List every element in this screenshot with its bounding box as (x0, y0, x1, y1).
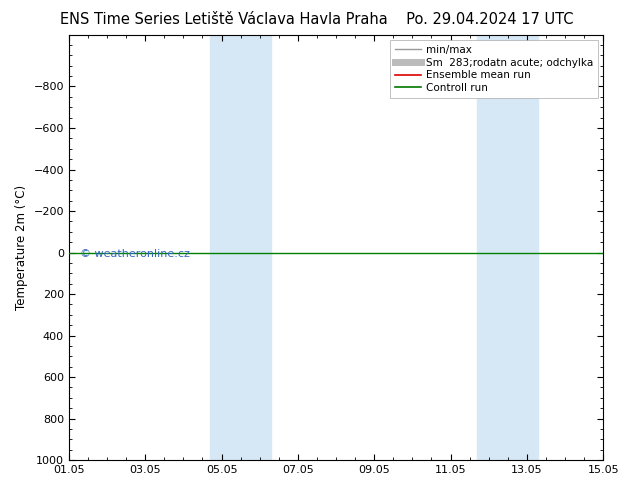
Text: ENS Time Series Letiště Václava Havla Praha    Po. 29.04.2024 17 UTC: ENS Time Series Letiště Václava Havla Pr… (60, 12, 574, 27)
Y-axis label: Temperature 2m (°C): Temperature 2m (°C) (15, 185, 28, 310)
Bar (210, 35, 271, 460)
Legend: min/max, Sm  283;rodatn acute; odchylka, Ensemble mean run, Controll run: min/max, Sm 283;rodatn acute; odchylka, … (390, 40, 598, 98)
Bar (477, 35, 538, 460)
Text: © weatheronline.cz: © weatheronline.cz (80, 249, 190, 260)
